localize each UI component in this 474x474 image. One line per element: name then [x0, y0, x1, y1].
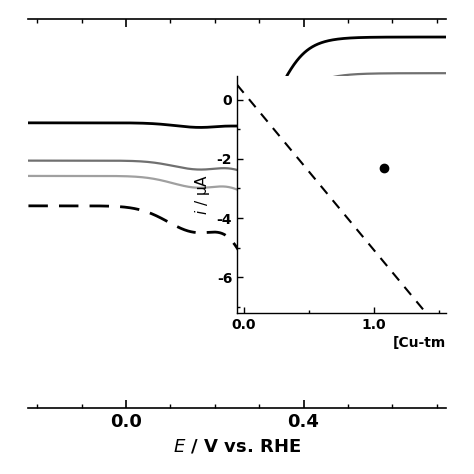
Y-axis label: $\it{i}$ / μA: $\it{i}$ / μA: [193, 174, 212, 215]
X-axis label: $\it{E}$ / V vs. RHE: $\it{E}$ / V vs. RHE: [173, 438, 301, 456]
X-axis label: [Cu-tm: [Cu-tm: [392, 336, 446, 350]
